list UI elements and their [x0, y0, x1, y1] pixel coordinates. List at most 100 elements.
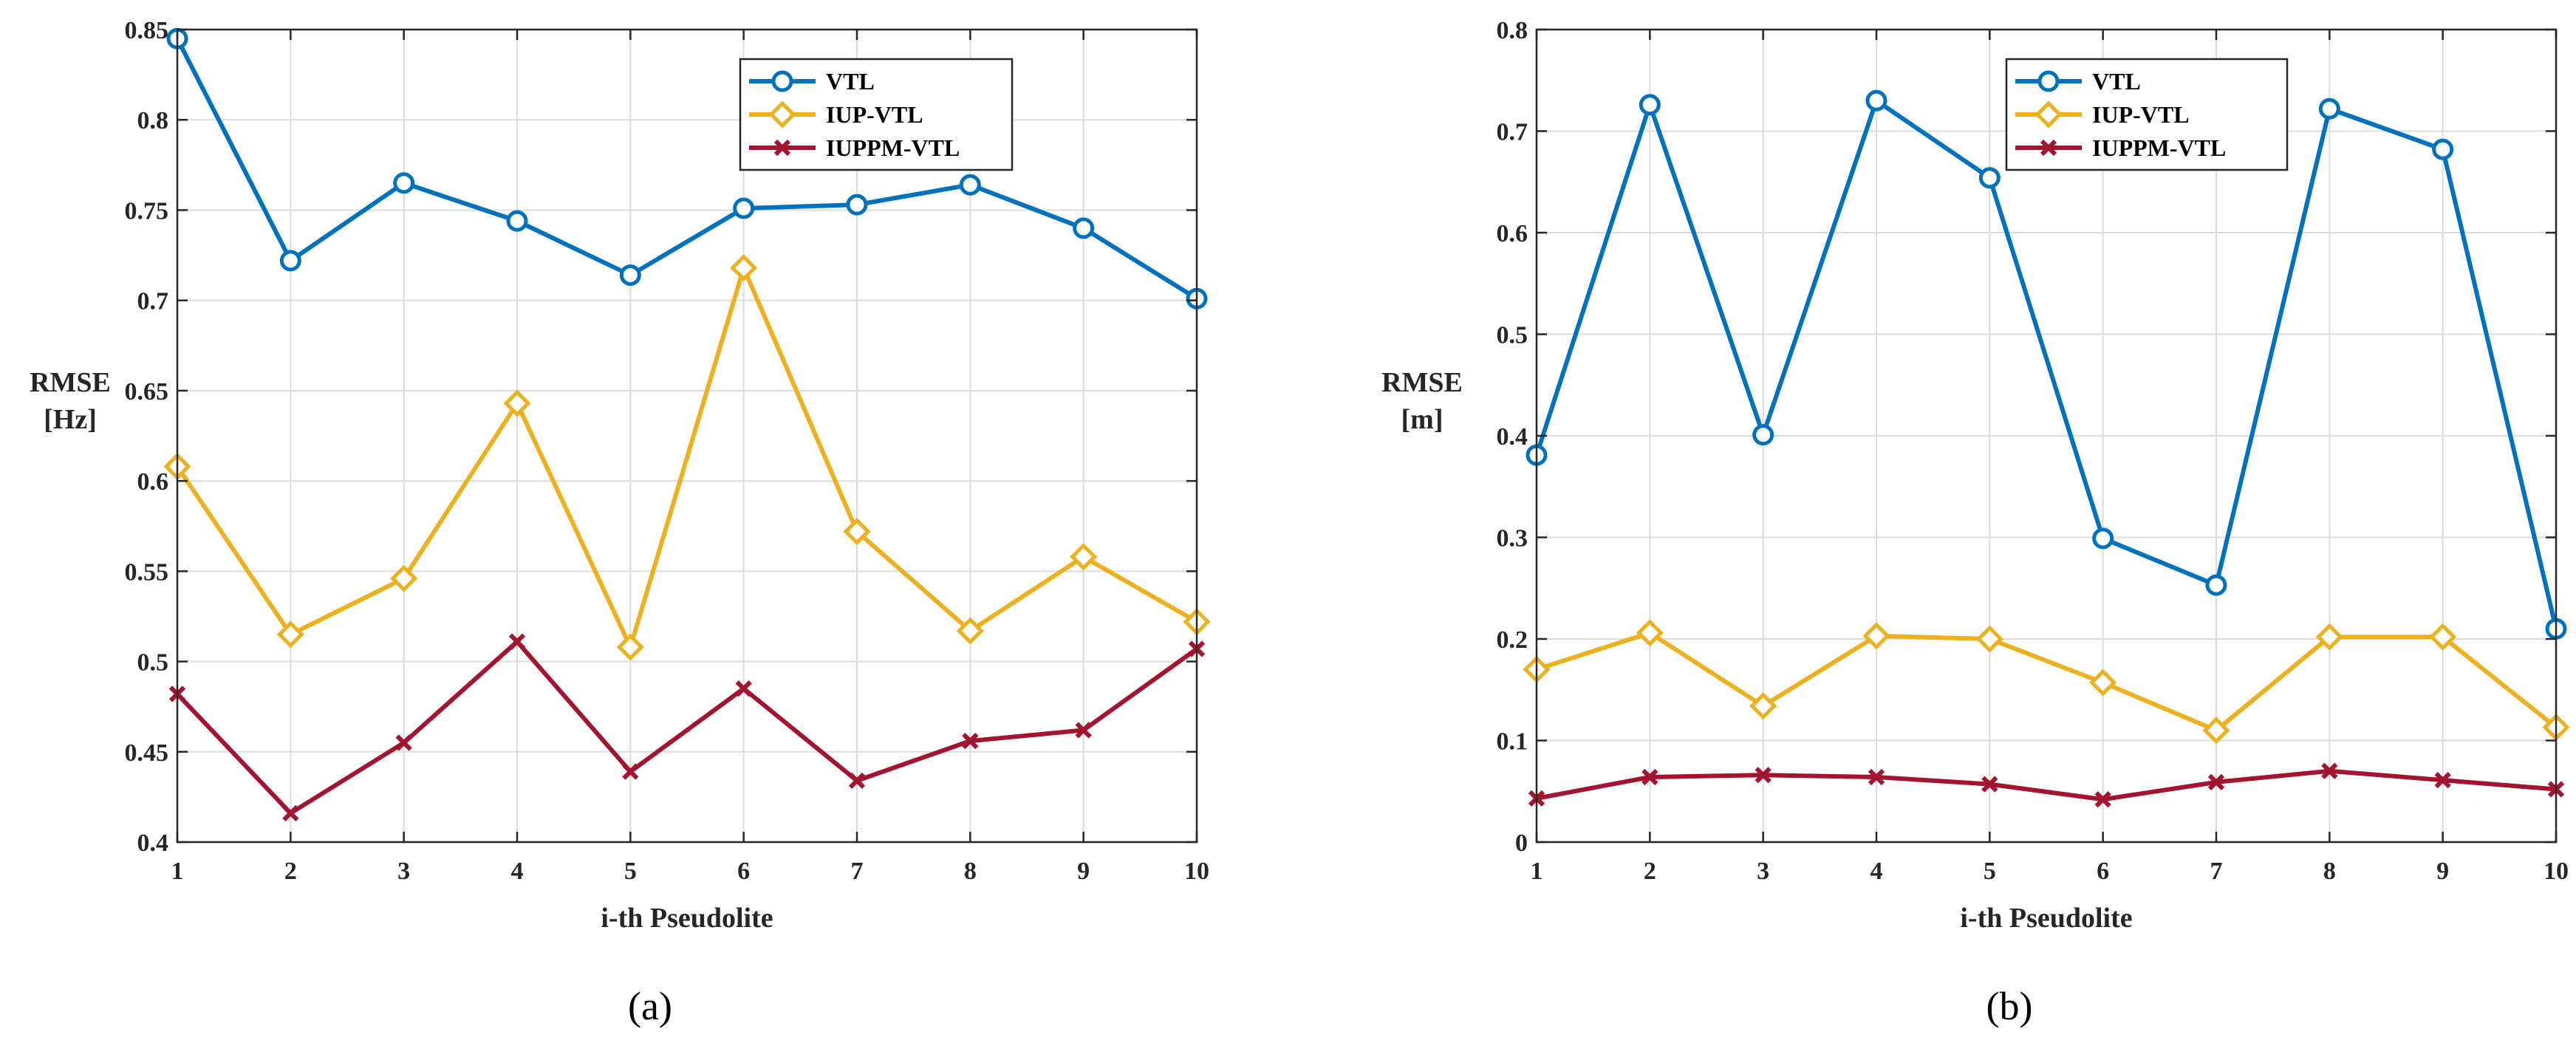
x-tick-label: 6 [737, 858, 750, 885]
x-tick-label: 10 [2543, 858, 2569, 885]
x-tick-label: 2 [1644, 858, 1656, 885]
y-tick-label: 0.5 [137, 649, 169, 677]
x-tick-label: 7 [851, 858, 864, 885]
y-tick-label: 0.2 [1497, 626, 1528, 654]
data-point-iup-vtl [1749, 692, 1777, 720]
x-tick-label: 3 [1757, 858, 1769, 885]
y-tick-label: 0.65 [125, 378, 169, 406]
data-point-iuppm-vtl [1075, 722, 1092, 739]
data-point-iuppm-vtl [2321, 762, 2338, 779]
data-point-iuppm-vtl [1641, 768, 1658, 786]
y-tick-label: 0.6 [137, 468, 169, 496]
y-tick-label: 0.85 [125, 17, 169, 44]
legend-label-vtl: VTL [826, 68, 875, 95]
data-point-vtl [1978, 167, 2001, 189]
y-tick-label: 0.7 [1497, 119, 1528, 146]
y-axis-label-line2: [Hz] [44, 404, 97, 435]
y-tick-label: 0.8 [137, 107, 169, 134]
y-tick-label: 0.75 [125, 197, 169, 225]
tick-labels: 1 2 3 4 5 6 7 8 9 10 0 0.1 0.2 0.3 0.4 0.5 0.6 0.7 0.8 [1497, 17, 2569, 885]
x-tick-label: 1 [1531, 858, 1543, 885]
y-axis-label-line1: RMSE [1381, 367, 1463, 398]
series-layer [163, 27, 1211, 822]
legend: VTL IUP-VTL IUPPM-VTL [739, 58, 1014, 171]
x-tick-label: 9 [2436, 858, 2449, 885]
series-line-vtl [1534, 98, 2558, 629]
data-point-iup-vtl [1636, 619, 1664, 647]
data-point-iup-vtl [1070, 543, 1098, 571]
data-point-vtl [1752, 424, 1774, 446]
y-tick-label: 0.5 [1497, 322, 1528, 349]
panel-caption: (a) [628, 984, 672, 1028]
data-point-iup-vtl [616, 633, 644, 661]
data-point-iup-vtl [2089, 668, 2117, 697]
data-point-iup-vtl [1975, 625, 2003, 653]
data-point-iup-vtl [730, 254, 758, 282]
x-tick-label: 4 [1870, 858, 1883, 885]
data-point-iuppm-vtl [2207, 773, 2225, 791]
x-axis-label: i-th Pseudolite [601, 903, 773, 934]
data-point-vtl [2432, 138, 2454, 160]
data-point-iup-vtl [2429, 623, 2457, 651]
y-tick-label: 0.6 [1497, 220, 1528, 247]
series-line-iup-vtl [1536, 630, 2558, 733]
x-tick-label: 3 [397, 858, 410, 885]
y-tick-label: 0.45 [125, 739, 169, 767]
legend-label-iup-vtl: IUP-VTL [2092, 101, 2190, 128]
legend-label-iup-vtl: IUP-VTL [826, 101, 923, 128]
data-point-vtl [2092, 527, 2114, 550]
data-point-iuppm-vtl [1755, 767, 1772, 784]
y-tick-label: 0.1 [1497, 728, 1528, 756]
legend-marker-iuppm-vtl [773, 139, 791, 157]
data-point-iup-vtl [1862, 622, 1890, 650]
x-tick-label: 5 [624, 858, 637, 885]
data-point-iuppm-vtl [622, 763, 639, 780]
data-point-vtl [279, 250, 301, 272]
legend-marker-iup-vtl [2035, 100, 2063, 129]
data-point-iuppm-vtl [395, 734, 412, 751]
x-tick-label: 4 [511, 858, 524, 885]
data-point-vtl [733, 197, 755, 219]
data-point-iuppm-vtl [962, 732, 979, 750]
y-axis-label-line2: [m] [1401, 404, 1444, 435]
x-axis-label: i-th Pseudolite [1960, 903, 2132, 934]
axes-frame [176, 28, 1198, 844]
data-point-iuppm-vtl [2094, 791, 2111, 808]
y-tick-label: 0.55 [125, 558, 169, 586]
panel-caption: (b) [1986, 984, 2033, 1028]
data-point-vtl [846, 194, 868, 216]
data-point-iuppm-vtl [848, 772, 866, 790]
series-line-vtl [175, 37, 1198, 301]
x-tick-label: 8 [964, 858, 977, 885]
tick-labels: 1 2 3 4 5 6 7 8 9 10 0.4 0.45 0.5 0.55 0.6 0.65 0.7 0.75 0… [125, 17, 1210, 885]
series-line-iuppm-vtl [1536, 768, 2557, 802]
legend: VTL IUP-VTL IUPPM-VTL [2005, 58, 2289, 171]
x-tick-label: 5 [1984, 858, 1996, 885]
data-point-iup-vtl [390, 564, 418, 592]
data-point-iuppm-vtl [1868, 768, 1885, 786]
legend-label-iuppm-vtl: IUPPM-VTL [826, 134, 960, 161]
x-tick-label: 8 [2323, 858, 2336, 885]
data-point-vtl [1639, 94, 1661, 116]
data-point-iup-vtl [2202, 717, 2230, 745]
x-tick-label: 9 [1077, 858, 1090, 885]
panel-b: 1 2 3 4 5 6 7 8 9 10 0 0.1 0.2 0.3 0.4 0.5 0.6 0.7 0.8 i-t… [1381, 17, 2570, 1028]
y-tick-label: 0.4 [137, 830, 169, 857]
data-point-iuppm-vtl [282, 804, 299, 822]
data-point-vtl [2205, 574, 2227, 596]
data-point-iup-vtl [843, 518, 871, 546]
data-point-vtl [1865, 89, 1887, 112]
series-line-iuppm-vtl [175, 639, 1198, 815]
legend-marker-vtl [2037, 70, 2060, 92]
data-point-iuppm-vtl [2434, 772, 2451, 789]
y-tick-label: 0.3 [1497, 525, 1528, 553]
y-tick-label: 0.4 [1497, 423, 1528, 451]
data-point-iup-vtl [2315, 623, 2343, 651]
x-tick-label: 1 [171, 858, 184, 885]
y-tick-label: 0 [1515, 830, 1528, 857]
data-point-vtl [1073, 217, 1095, 239]
legend-label-vtl: VTL [2092, 68, 2141, 95]
x-tick-label: 7 [2210, 858, 2223, 885]
data-point-iuppm-vtl [1981, 776, 1998, 793]
data-point-vtl [619, 264, 641, 286]
